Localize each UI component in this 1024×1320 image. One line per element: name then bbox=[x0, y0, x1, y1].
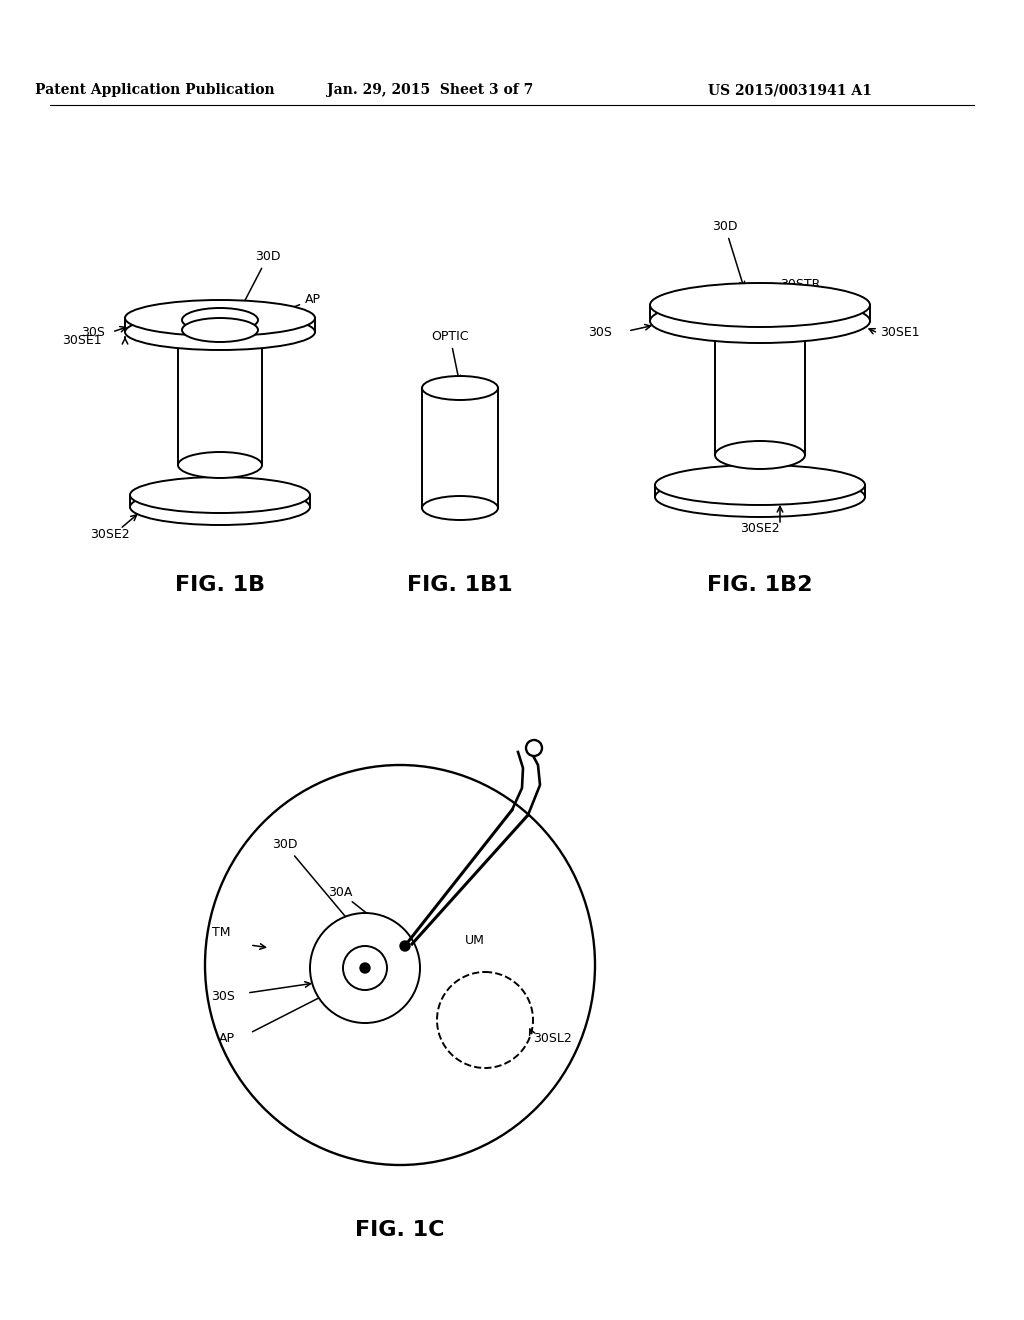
Ellipse shape bbox=[650, 300, 870, 343]
Text: 30SE1: 30SE1 bbox=[880, 326, 920, 339]
Ellipse shape bbox=[130, 488, 310, 525]
Text: FIG. 1B1: FIG. 1B1 bbox=[408, 576, 513, 595]
Circle shape bbox=[310, 913, 420, 1023]
Text: FIG. 1C: FIG. 1C bbox=[355, 1220, 444, 1239]
Ellipse shape bbox=[178, 319, 262, 345]
Circle shape bbox=[343, 946, 387, 990]
Text: OPTIC: OPTIC bbox=[431, 330, 469, 380]
Text: Jan. 29, 2015  Sheet 3 of 7: Jan. 29, 2015 Sheet 3 of 7 bbox=[327, 83, 534, 96]
Ellipse shape bbox=[655, 477, 865, 517]
Text: US 2015/0031941 A1: US 2015/0031941 A1 bbox=[708, 83, 872, 96]
Ellipse shape bbox=[650, 282, 870, 327]
Text: 30D: 30D bbox=[272, 838, 352, 924]
Text: 30SL2: 30SL2 bbox=[534, 1031, 571, 1044]
Ellipse shape bbox=[182, 318, 258, 342]
Circle shape bbox=[526, 741, 542, 756]
Ellipse shape bbox=[655, 465, 865, 506]
Text: 30S: 30S bbox=[211, 990, 234, 1002]
Text: FIG. 1B2: FIG. 1B2 bbox=[708, 576, 813, 595]
Text: TM: TM bbox=[212, 927, 230, 940]
Ellipse shape bbox=[182, 308, 258, 333]
Ellipse shape bbox=[130, 477, 310, 513]
Text: 30SE2: 30SE2 bbox=[90, 528, 130, 541]
Ellipse shape bbox=[125, 300, 315, 337]
Ellipse shape bbox=[422, 376, 498, 400]
Ellipse shape bbox=[125, 314, 315, 350]
Text: 30SE1: 30SE1 bbox=[62, 334, 102, 346]
Text: FIG. 1B: FIG. 1B bbox=[175, 576, 265, 595]
Text: AP: AP bbox=[249, 293, 321, 325]
Ellipse shape bbox=[715, 441, 805, 469]
Circle shape bbox=[360, 964, 370, 973]
Ellipse shape bbox=[178, 451, 262, 478]
Circle shape bbox=[437, 972, 534, 1068]
Text: 30S: 30S bbox=[81, 326, 105, 338]
Text: 30SE2: 30SE2 bbox=[740, 523, 779, 536]
Text: 30A: 30A bbox=[328, 887, 352, 899]
Ellipse shape bbox=[205, 766, 595, 1166]
Ellipse shape bbox=[422, 496, 498, 520]
Circle shape bbox=[400, 941, 410, 950]
Ellipse shape bbox=[715, 308, 805, 335]
Text: 30D: 30D bbox=[713, 220, 744, 286]
Text: AP: AP bbox=[219, 1031, 234, 1044]
Text: UM: UM bbox=[465, 933, 485, 946]
Text: Patent Application Publication: Patent Application Publication bbox=[35, 83, 274, 96]
Text: 30S: 30S bbox=[588, 326, 612, 339]
Text: 30D: 30D bbox=[242, 249, 281, 306]
Text: 30STR: 30STR bbox=[780, 279, 820, 292]
